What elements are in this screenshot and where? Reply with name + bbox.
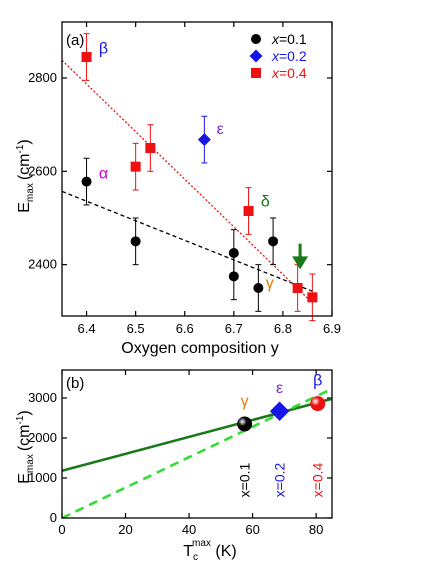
panel-b-y-tick-label: 3000: [28, 390, 57, 405]
panel-a-y-axis-sub: max: [25, 183, 36, 202]
panel-a-fit-lines: [61, 59, 313, 304]
panel-b-point-label: β: [313, 373, 322, 390]
panel-b-data-point: [310, 396, 326, 412]
panel-a-fit-line: [61, 190, 313, 292]
panel-a-data-point: [197, 133, 211, 147]
panel-a-annotations: β α ε δ γ: [99, 41, 309, 292]
panel-b-x-tick-label: 60: [245, 522, 259, 537]
panel-a-x-tick-label: 6.7: [225, 321, 243, 336]
panel-a-annotation: β: [99, 41, 108, 58]
panel-b-x-tick-label: 0: [58, 522, 65, 537]
panel-b-y-axis-unit: (cm: [16, 425, 33, 452]
panel-b-y-axis-close: ): [16, 410, 33, 415]
panel-a-annotation: ε: [217, 121, 224, 138]
panel-a-y-tick-label: 2400: [28, 257, 57, 272]
panel-a-label: (a): [66, 32, 84, 49]
panel-b-y-tick-label: 1000: [28, 470, 57, 485]
panel-a-data-point: [130, 161, 141, 172]
panel-a-annotation: γ: [266, 275, 274, 292]
panel-a-y-axis-close: ): [16, 139, 33, 144]
panel-a-legend-marker: [251, 68, 261, 78]
panel-a-arrow-head: [292, 256, 309, 270]
panel-b-x-axis-sup: max: [192, 538, 211, 549]
panel-b-x-axis-sub: c: [193, 552, 198, 563]
panel-a-legend: x=0.1x=0.2x=0.4: [249, 31, 307, 81]
panel-a-legend-var: x: [271, 65, 280, 81]
panel-b-x-tick-label: 20: [118, 522, 132, 537]
panel-a-y-axis-exp: -1: [15, 144, 26, 153]
panel-a-x-tick-label: 6.4: [78, 321, 96, 336]
panel-a-x-tick-label: 6.8: [274, 321, 292, 336]
panel-b-x-axis-main: T: [183, 543, 193, 560]
panel-a-legend-label: x=0.2: [271, 48, 307, 64]
panel-a-legend-value: =0.2: [279, 48, 307, 64]
panel-b: 0 20 40 60 80 0 1000 2000 3000 γ x=0.1 ε x=0.2 β x=0.…: [15, 369, 333, 563]
panel-b-y-tick-label: 2000: [28, 430, 57, 445]
panel-a-y-axis-label: Emax (cm-1): [15, 139, 36, 212]
panel-b-y-axis-label: Emax (cm-1): [15, 410, 36, 483]
panel-a-data-point: [243, 206, 254, 216]
panel-a-data-point: [145, 143, 156, 153]
panel-b-data-points: γ x=0.1 ε x=0.2 β x=0.4: [237, 373, 326, 498]
panel-a-annotation: δ: [261, 193, 270, 210]
panel-a-x-axis-label: Oxygen composition y: [121, 340, 278, 357]
panel-b-doping-label: x=0.1: [237, 462, 253, 497]
panel-a-x-tick-label: 6.5: [127, 321, 145, 336]
panel-a-y-tick-label: 2600: [28, 163, 57, 178]
panel-a-legend-label: x=0.1: [271, 31, 307, 47]
panel-b-y-tick-label: 0: [50, 510, 57, 525]
panel-b-x-tick-label: 80: [309, 522, 323, 537]
panel-a-data-point: [81, 176, 92, 187]
panel-b-fit-line: [61, 387, 333, 520]
panel-a-legend-value: =0.4: [279, 65, 307, 81]
panel-a-legend-label: x=0.4: [271, 65, 307, 81]
panel-a-legend-marker: [249, 49, 263, 63]
panel-b-data-point: [237, 416, 253, 432]
panel-b-point-label: ε: [276, 380, 283, 397]
panel-a-data-points: [81, 33, 318, 322]
panel-a-legend-var: x: [271, 48, 280, 64]
panel-a-legend-marker: [251, 34, 261, 44]
panel-b-point-label: γ: [241, 393, 249, 410]
panel-a-x-tick-label: 6.6: [176, 321, 194, 336]
panel-a-data-point: [81, 52, 92, 62]
panel-a-annotation: α: [99, 165, 108, 182]
panel-b-axes-ticks: 0 20 40 60 80 0 1000 2000 3000: [28, 370, 332, 537]
panel-b-x-tick-label: 40: [182, 522, 196, 537]
panel-b-y-axis-exp: -1: [15, 415, 26, 424]
panel-a-data-point: [253, 283, 264, 293]
panel-b-x-axis-label: Tc max (K): [183, 538, 236, 563]
panel-a-legend-value: =0.1: [279, 31, 307, 47]
panel-a-data-point: [228, 271, 239, 282]
panel-a-data-point: [292, 283, 303, 293]
panel-a-axes-ticks: 6.4 6.5 6.6 6.7 6.8 6.9 2400 2600 2800: [28, 22, 341, 336]
panel-a-data-point: [268, 236, 279, 247]
panel-a-legend-var: x: [271, 31, 280, 47]
panel-b-doping-label: x=0.4: [310, 462, 326, 497]
panel-a-x-tick-label: 6.9: [323, 321, 341, 336]
panel-b-label: (b): [66, 375, 84, 392]
panel-b-doping-label: x=0.2: [272, 462, 288, 497]
panel-a-data-point: [307, 292, 318, 303]
panel-b-y-axis-sub: max: [25, 454, 36, 473]
panel-b-data-point: [269, 401, 290, 421]
panel-a-data-point: [130, 236, 141, 247]
panel-a: 6.4 6.5 6.6 6.7 6.8 6.9 2400 2600 2800 β α ε δ γ (a)…: [15, 21, 341, 357]
panel-b-fit-line: [61, 397, 333, 473]
panel-b-x-axis-unit: (K): [211, 543, 237, 560]
panel-a-y-axis-main: E: [16, 202, 33, 213]
panel-a-y-tick-label: 2800: [28, 70, 57, 85]
panel-b-y-axis-main: E: [16, 473, 33, 484]
panel-b-frame: [61, 369, 333, 519]
panel-a-y-axis-unit: (cm: [16, 154, 33, 181]
panel-b-fit-lines: [61, 387, 333, 520]
panel-a-frame: [61, 21, 333, 317]
